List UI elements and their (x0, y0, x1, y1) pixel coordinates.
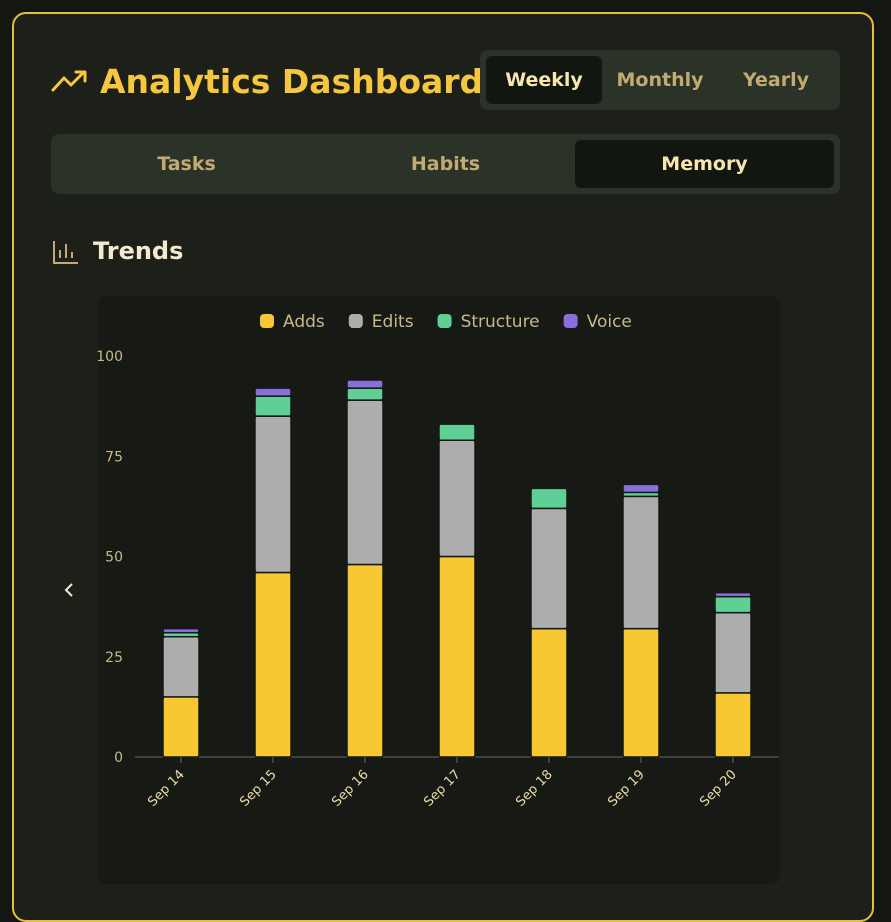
bar-segment (346, 563, 384, 758)
y-tick-label: 100 (96, 349, 123, 365)
legend-label: Voice (587, 312, 632, 332)
period-button[interactable]: Weekly (486, 56, 602, 104)
chart-icon (53, 241, 78, 264)
bar-segment (530, 507, 568, 630)
y-tick-label: 75 (105, 449, 123, 465)
bar-segment (622, 627, 660, 758)
bar-segment (714, 692, 752, 758)
trend-icon (74, 70, 87, 83)
bar-segment (714, 591, 752, 598)
bar-segment (254, 415, 292, 574)
section-title: Trends (93, 237, 184, 265)
bar-segment (254, 395, 292, 417)
y-tick-label: 25 (105, 650, 123, 666)
bar-segment (622, 483, 660, 494)
y-tick-label: 0 (114, 750, 123, 766)
bar-segment (254, 571, 292, 758)
legend-swatch (348, 314, 363, 328)
bar-segment (530, 627, 568, 758)
bar-segment (254, 387, 292, 397)
page-title: Analytics Dashboard (100, 62, 484, 101)
bar-segment (438, 439, 476, 558)
legend-label: Structure (461, 312, 540, 332)
legend-swatch (260, 314, 274, 328)
period-button[interactable]: Monthly (616, 69, 704, 91)
bar-segment (346, 387, 384, 401)
legend-label: Edits (372, 312, 414, 332)
bar-segment (346, 379, 384, 389)
tab[interactable]: Tasks (157, 153, 216, 175)
bar-segment (714, 595, 752, 614)
bar-segment (714, 611, 752, 694)
legend-swatch (437, 314, 452, 328)
legend-swatch (563, 314, 578, 328)
legend-label: Adds (283, 312, 325, 332)
bar-segment (530, 487, 568, 510)
bar-segment (438, 555, 476, 758)
bar-segment (438, 423, 476, 441)
tab[interactable]: Habits (410, 153, 481, 175)
bar-segment (622, 495, 660, 630)
bar-segment (162, 696, 200, 758)
period-button[interactable]: Yearly (743, 69, 809, 91)
bar-segment (162, 627, 200, 634)
period-toggle: Weekly Monthly Yearly (480, 50, 840, 110)
y-tick-label: 50 (105, 550, 123, 566)
tab-bar: Tasks Habits Memory (51, 134, 840, 194)
bar-segment (346, 399, 384, 566)
trend-icon (51, 70, 86, 92)
tab[interactable]: Memory (575, 140, 834, 188)
prev-button[interactable] (64, 583, 73, 597)
bar-segment (162, 635, 200, 698)
